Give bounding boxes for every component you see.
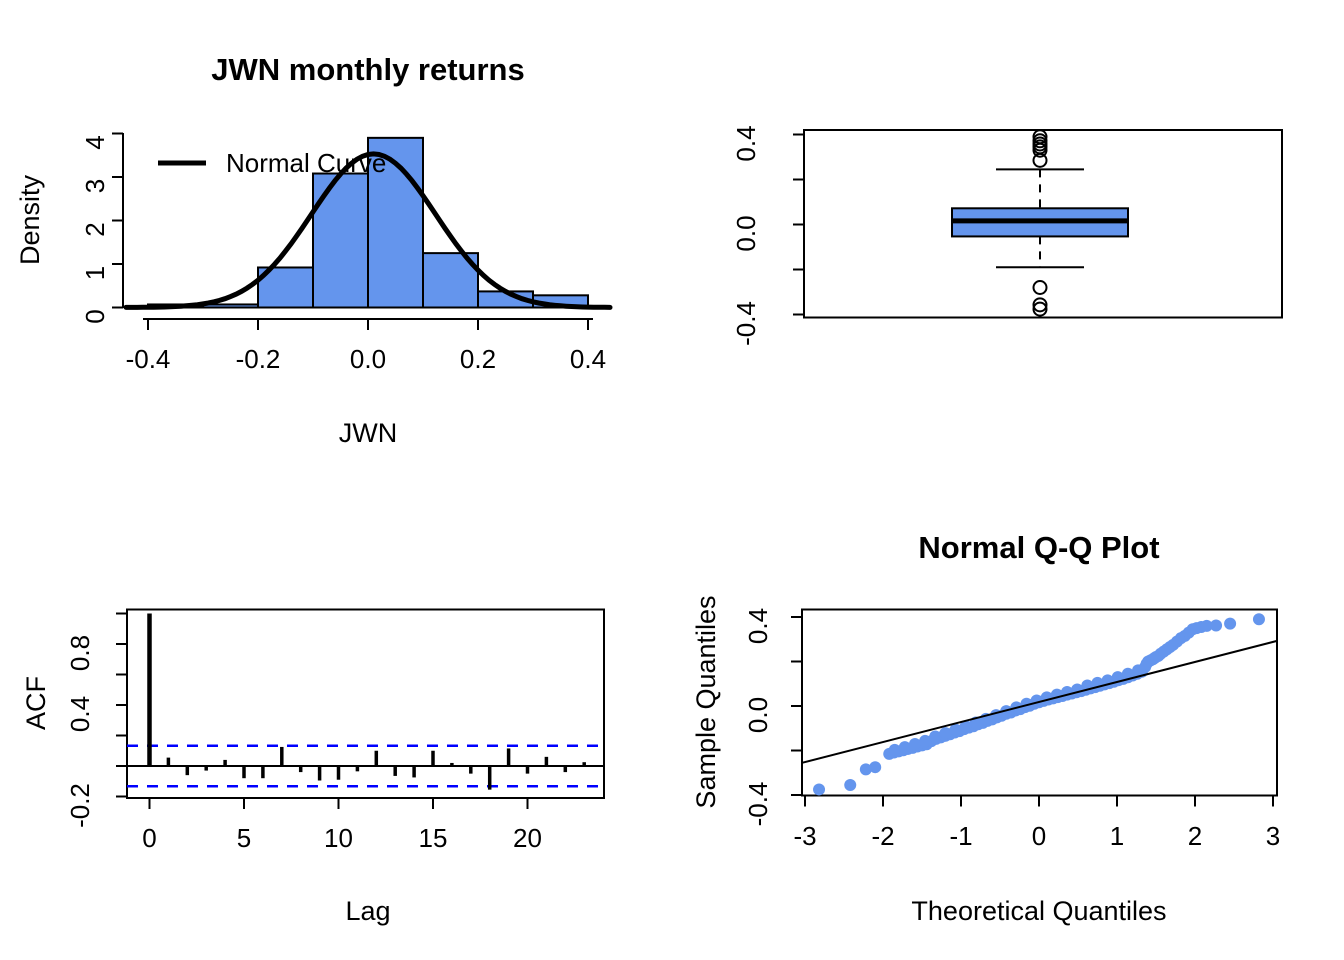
histogram-title: JWN monthly returns [211,52,524,87]
histogram-plot-area: 0 1 2 3 4 -0.4 -0.2 0.0 0.2 0.4 [80,132,613,374]
x-tick-label: 1 [1110,821,1124,851]
y-tick-label: 0.0 [731,215,761,251]
qq-point [1121,667,1134,680]
outlier-point [1032,142,1048,158]
x-tick-label: 15 [419,823,448,853]
qq-point [1252,613,1265,626]
qq-xlabel: Theoretical Quantiles [911,896,1166,926]
y-tick-label: 0.4 [743,608,773,644]
qq-point [919,734,932,747]
acf-ylabel: ACF [21,676,51,730]
y-tick-label: 0.4 [731,125,761,161]
qq-title: Normal Q-Q Plot [918,530,1159,565]
y-tick-label: 3 [80,179,110,193]
x-tick-label: 3 [1266,821,1280,851]
x-tick-label: 10 [324,823,353,853]
qq-point [869,761,882,774]
y-tick-label: 2 [80,222,110,236]
normal-curve [123,151,613,310]
histogram-panel: 0 1 2 3 4 -0.4 -0.2 0.0 0.2 0.4 Normal Curve JWN … [15,52,613,448]
outlier-point [1032,297,1048,313]
x-tick-label: -0.4 [126,344,171,374]
qq-point [959,720,972,733]
x-tick-label: -0.2 [236,344,281,374]
qq-point [859,763,872,776]
y-tick-label: 0.8 [65,635,95,671]
qq-panel: -3 -2 -1 0 1 2 3 -0.4 0.0 0.4 Normal Q-Q Plot The… [691,530,1280,926]
qq-point [1224,617,1237,630]
y-tick-label: 0 [80,309,110,323]
y-tick-label: 0.0 [743,697,773,733]
acf-plot-area: -0.2 0.4 0.8 0 5 10 15 20 [65,608,605,853]
qq-plot-area: -3 -2 -1 0 1 2 3 -0.4 0.0 0.4 [743,608,1280,851]
x-tick-label: 2 [1188,821,1202,851]
boxplot-panel: -0.4 0.0 0.4 [731,125,1283,346]
boxplot-plot-area: -0.4 0.0 0.4 [731,125,1283,346]
acf-panel: -0.2 0.4 0.8 0 5 10 15 20 Lag ACF [21,608,605,926]
x-tick-label: 0 [142,823,156,853]
y-tick-label: -0.4 [731,301,761,346]
y-tick-label: 1 [80,266,110,280]
y-tick-label: 4 [80,135,110,149]
qq-point [929,730,942,743]
outlier-point [1032,152,1048,168]
qq-point [949,723,962,736]
x-tick-label: 5 [237,823,251,853]
outlier-point [1032,301,1048,317]
y-tick-label: -0.2 [65,783,95,828]
legend-label: Normal Curve [226,148,386,178]
x-tick-label: 0 [1032,821,1046,851]
qq-ylabel: Sample Quantiles [691,595,721,808]
qq-point [908,738,921,751]
y-tick-label: -0.4 [743,782,773,827]
histogram-bar [312,172,369,309]
x-tick-label: 0.0 [350,344,386,374]
qq-reference-line [801,639,1278,764]
qq-point [888,743,901,756]
qq-point [813,783,826,796]
qq-point [844,778,857,791]
x-tick-label: -2 [871,821,894,851]
x-tick-label: 0.4 [570,344,606,374]
x-tick-label: -1 [949,821,972,851]
x-tick-label: -3 [793,821,816,851]
x-tick-label: 20 [513,823,542,853]
plot-border [126,608,605,799]
histogram-xlabel: JWN [339,418,397,448]
x-tick-label: 0.2 [460,344,496,374]
outlier-point [1032,280,1048,295]
y-tick-label: 0.4 [65,696,95,732]
histogram-ylabel: Density [15,174,45,265]
qq-point [939,727,952,740]
qq-point [1210,619,1223,632]
qq-point [1200,619,1213,632]
qq-point [898,741,911,754]
acf-xlabel: Lag [345,896,390,926]
